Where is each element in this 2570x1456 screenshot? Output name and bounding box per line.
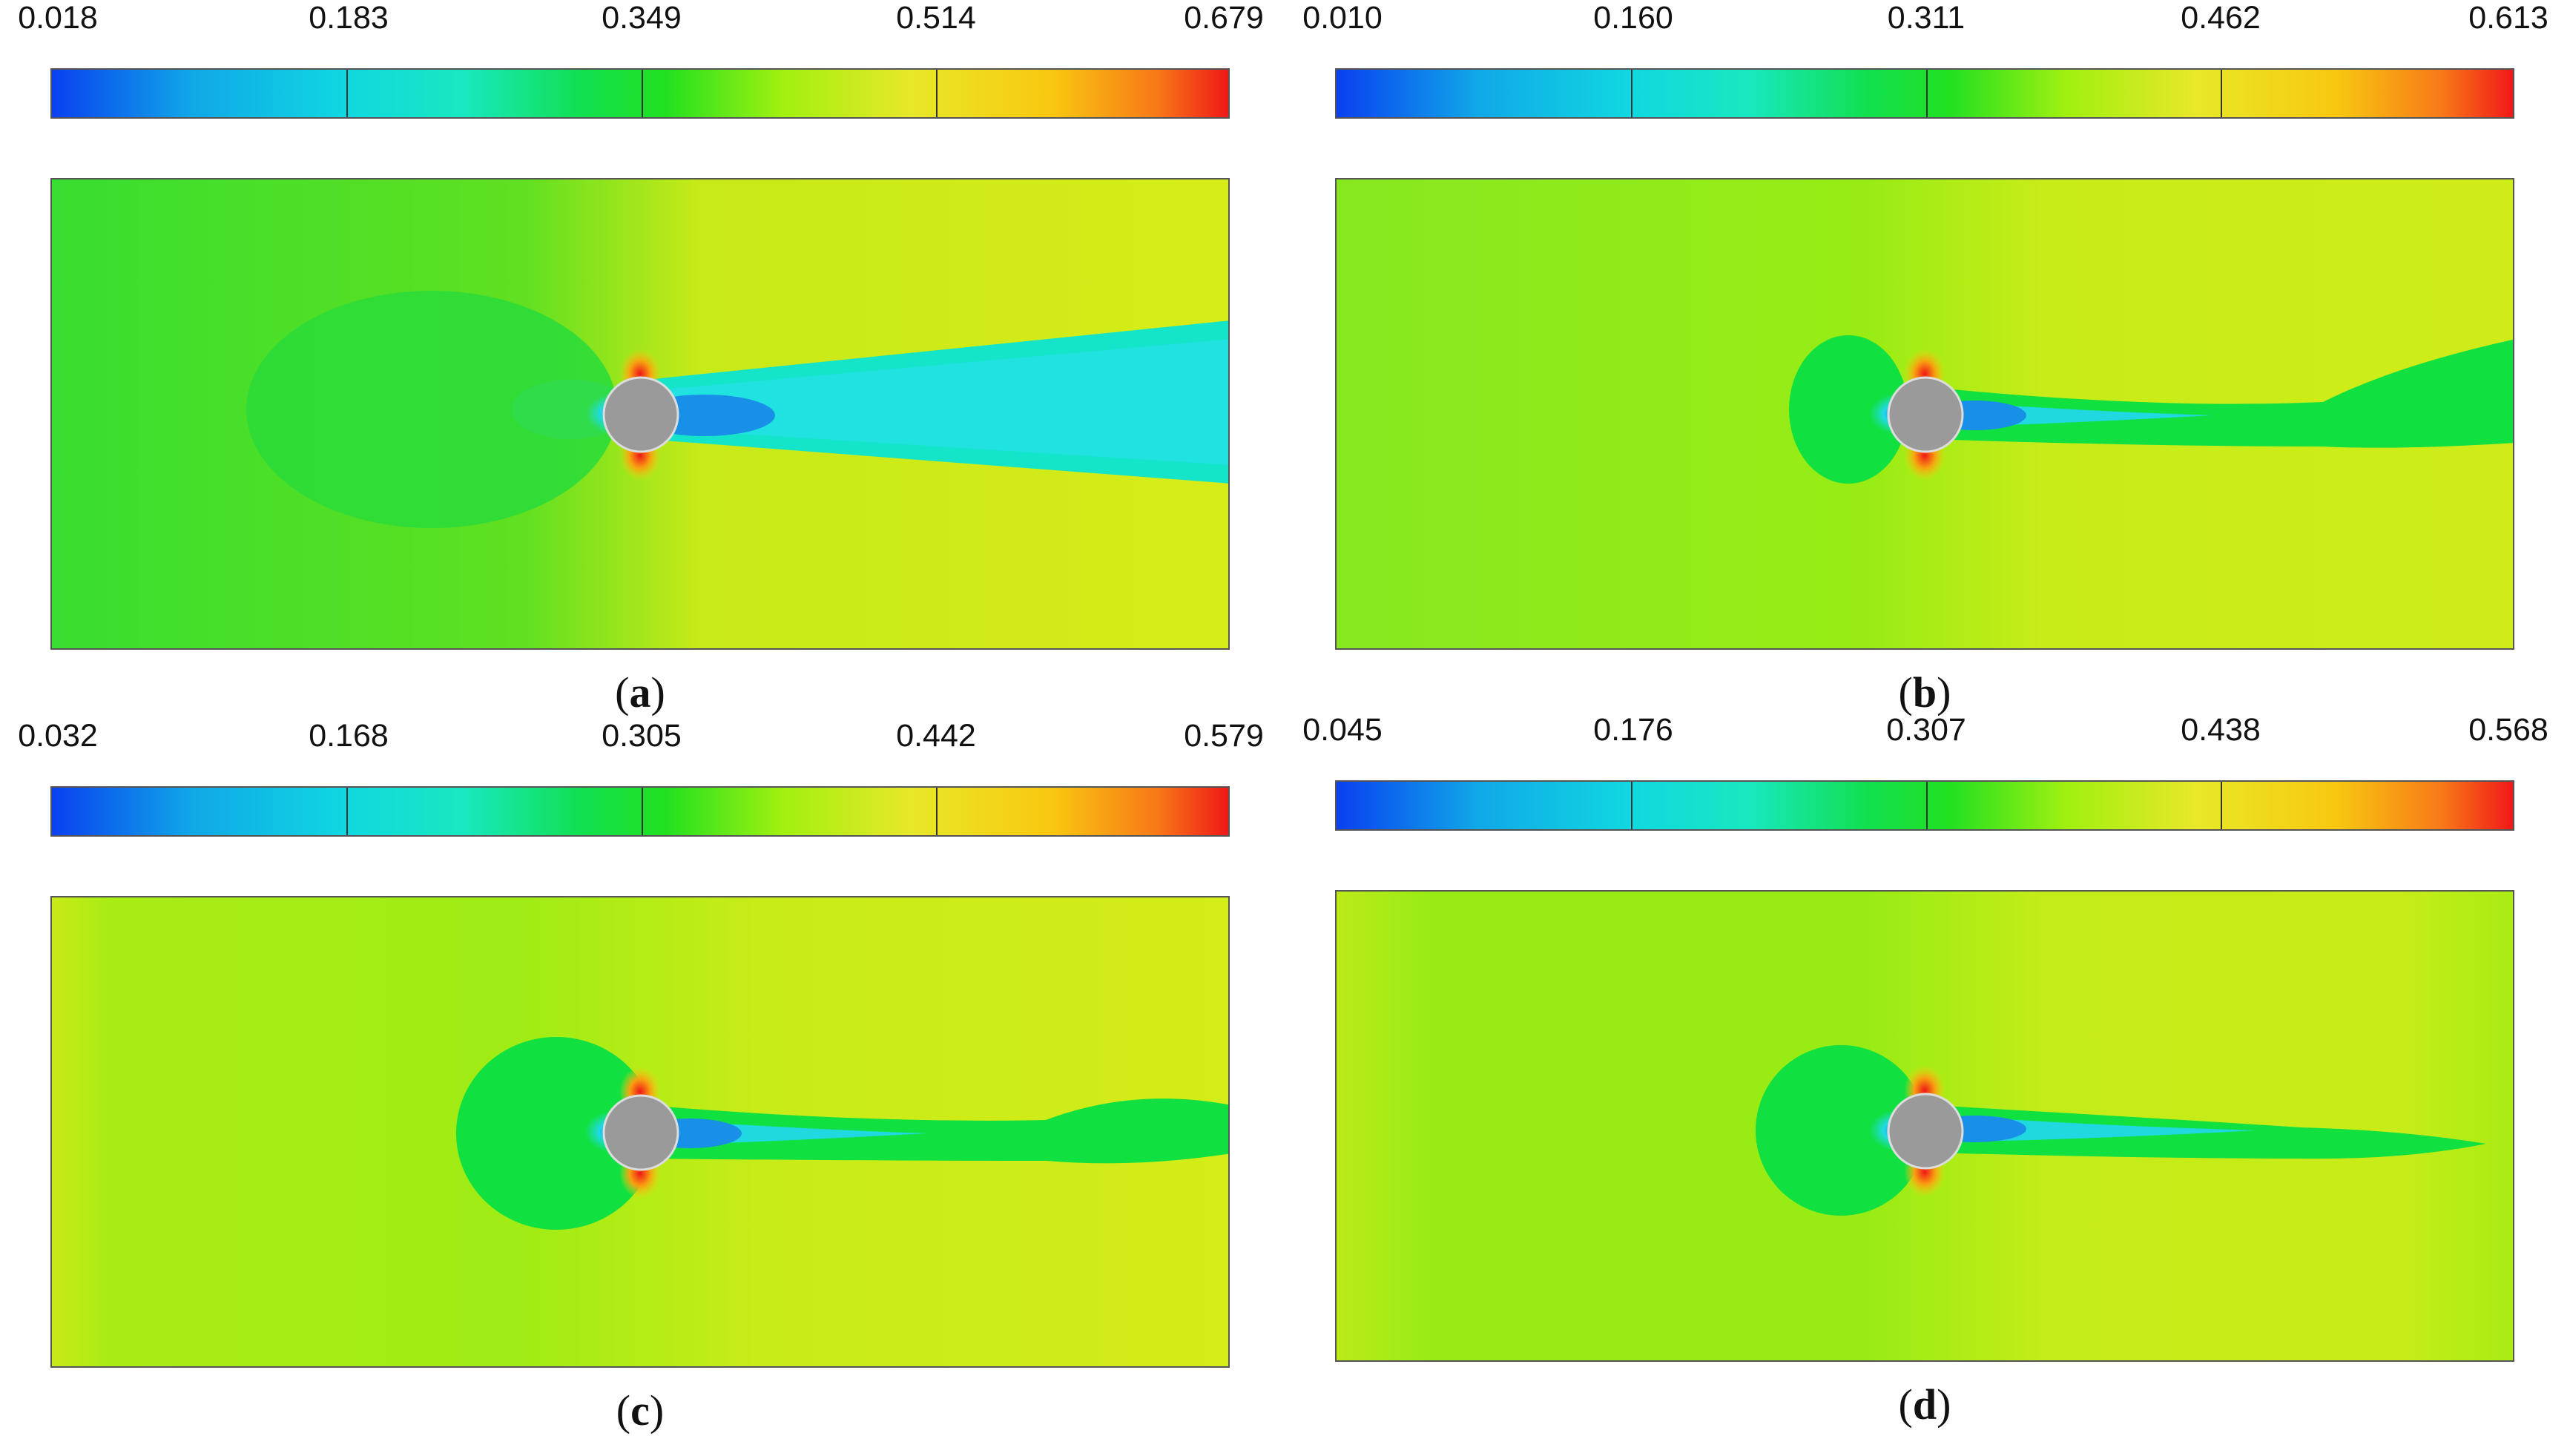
colorbar-tick-label: 0.311	[1887, 0, 1966, 36]
colorbar-tick-label: 0.160	[1593, 0, 1673, 36]
colorbar-tick	[2221, 70, 2222, 117]
colorbar-labels: 0.045 0.176 0.307 0.438 0.568	[1285, 712, 2548, 757]
colorbar-tick	[1631, 782, 1632, 829]
colorbar-tick	[346, 70, 348, 117]
colorbar-tick-label: 0.514	[896, 0, 976, 36]
colorbar	[1335, 68, 2514, 119]
colorbar-tick	[2221, 782, 2222, 829]
colorbar-tick-label: 0.045	[1302, 712, 1383, 748]
colorbar-tick-label: 0.032	[18, 718, 98, 754]
flow-field	[50, 178, 1230, 650]
colorbar-tick	[1926, 782, 1928, 829]
colorbar-tick-label: 0.305	[602, 718, 682, 754]
colorbar	[1335, 780, 2514, 831]
panel-caption: (c)	[616, 1386, 665, 1434]
colorbar-tick-label: 0.613	[2468, 0, 2548, 36]
colorbar-tick-label: 0.349	[602, 0, 682, 36]
colorbar-tick-label: 0.579	[1184, 718, 1264, 754]
panel-caption: (b)	[1898, 668, 1951, 717]
colorbar-tick	[642, 70, 643, 117]
colorbar-labels: 0.032 0.168 0.305 0.442 0.579	[0, 718, 1264, 762]
colorbar	[50, 786, 1230, 837]
colorbar-tick-label: 0.307	[1886, 712, 1966, 748]
panel-d: 0.045 0.176 0.307 0.438 0.568	[1285, 712, 2548, 1429]
colorbar-labels: 0.018 0.183 0.349 0.514 0.679	[0, 0, 1264, 45]
colorbar-tick-label: 0.010	[1302, 0, 1383, 36]
colorbar-tick	[1631, 70, 1632, 117]
colorbar-tick-label: 0.183	[309, 0, 389, 36]
colorbar-labels: 0.010 0.160 0.311 0.462 0.613	[1285, 0, 2548, 45]
panel-c: 0.032 0.168 0.305 0.442 0.579	[0, 718, 1264, 1434]
colorbar	[50, 68, 1230, 119]
colorbar-tick	[936, 788, 938, 835]
colorbar-tick-label: 0.568	[2468, 712, 2548, 748]
panel-caption: (d)	[1898, 1380, 1951, 1429]
colorbar-tick	[1926, 70, 1928, 117]
colorbar-tick	[346, 788, 348, 835]
flow-field	[50, 896, 1230, 1368]
colorbar-tick-label: 0.442	[896, 718, 976, 754]
colorbar-tick-label: 0.462	[2181, 0, 2261, 36]
panel-caption: (a)	[615, 668, 665, 717]
colorbar-tick-label: 0.679	[1184, 0, 1264, 36]
panel-b: 0.010 0.160 0.311 0.462 0.613	[1285, 0, 2548, 717]
colorbar-tick	[936, 70, 938, 117]
colorbar-tick-label: 0.018	[18, 0, 98, 36]
colorbar-tick-label: 0.438	[2181, 712, 2261, 748]
colorbar-tick	[642, 788, 643, 835]
colorbar-tick-label: 0.168	[309, 718, 389, 754]
flow-field	[1335, 178, 2514, 650]
colorbar-tick-label: 0.176	[1593, 712, 1673, 748]
panel-a: 0.018 0.183 0.349 0.514 0.679	[0, 0, 1264, 717]
flow-field	[1335, 890, 2514, 1362]
